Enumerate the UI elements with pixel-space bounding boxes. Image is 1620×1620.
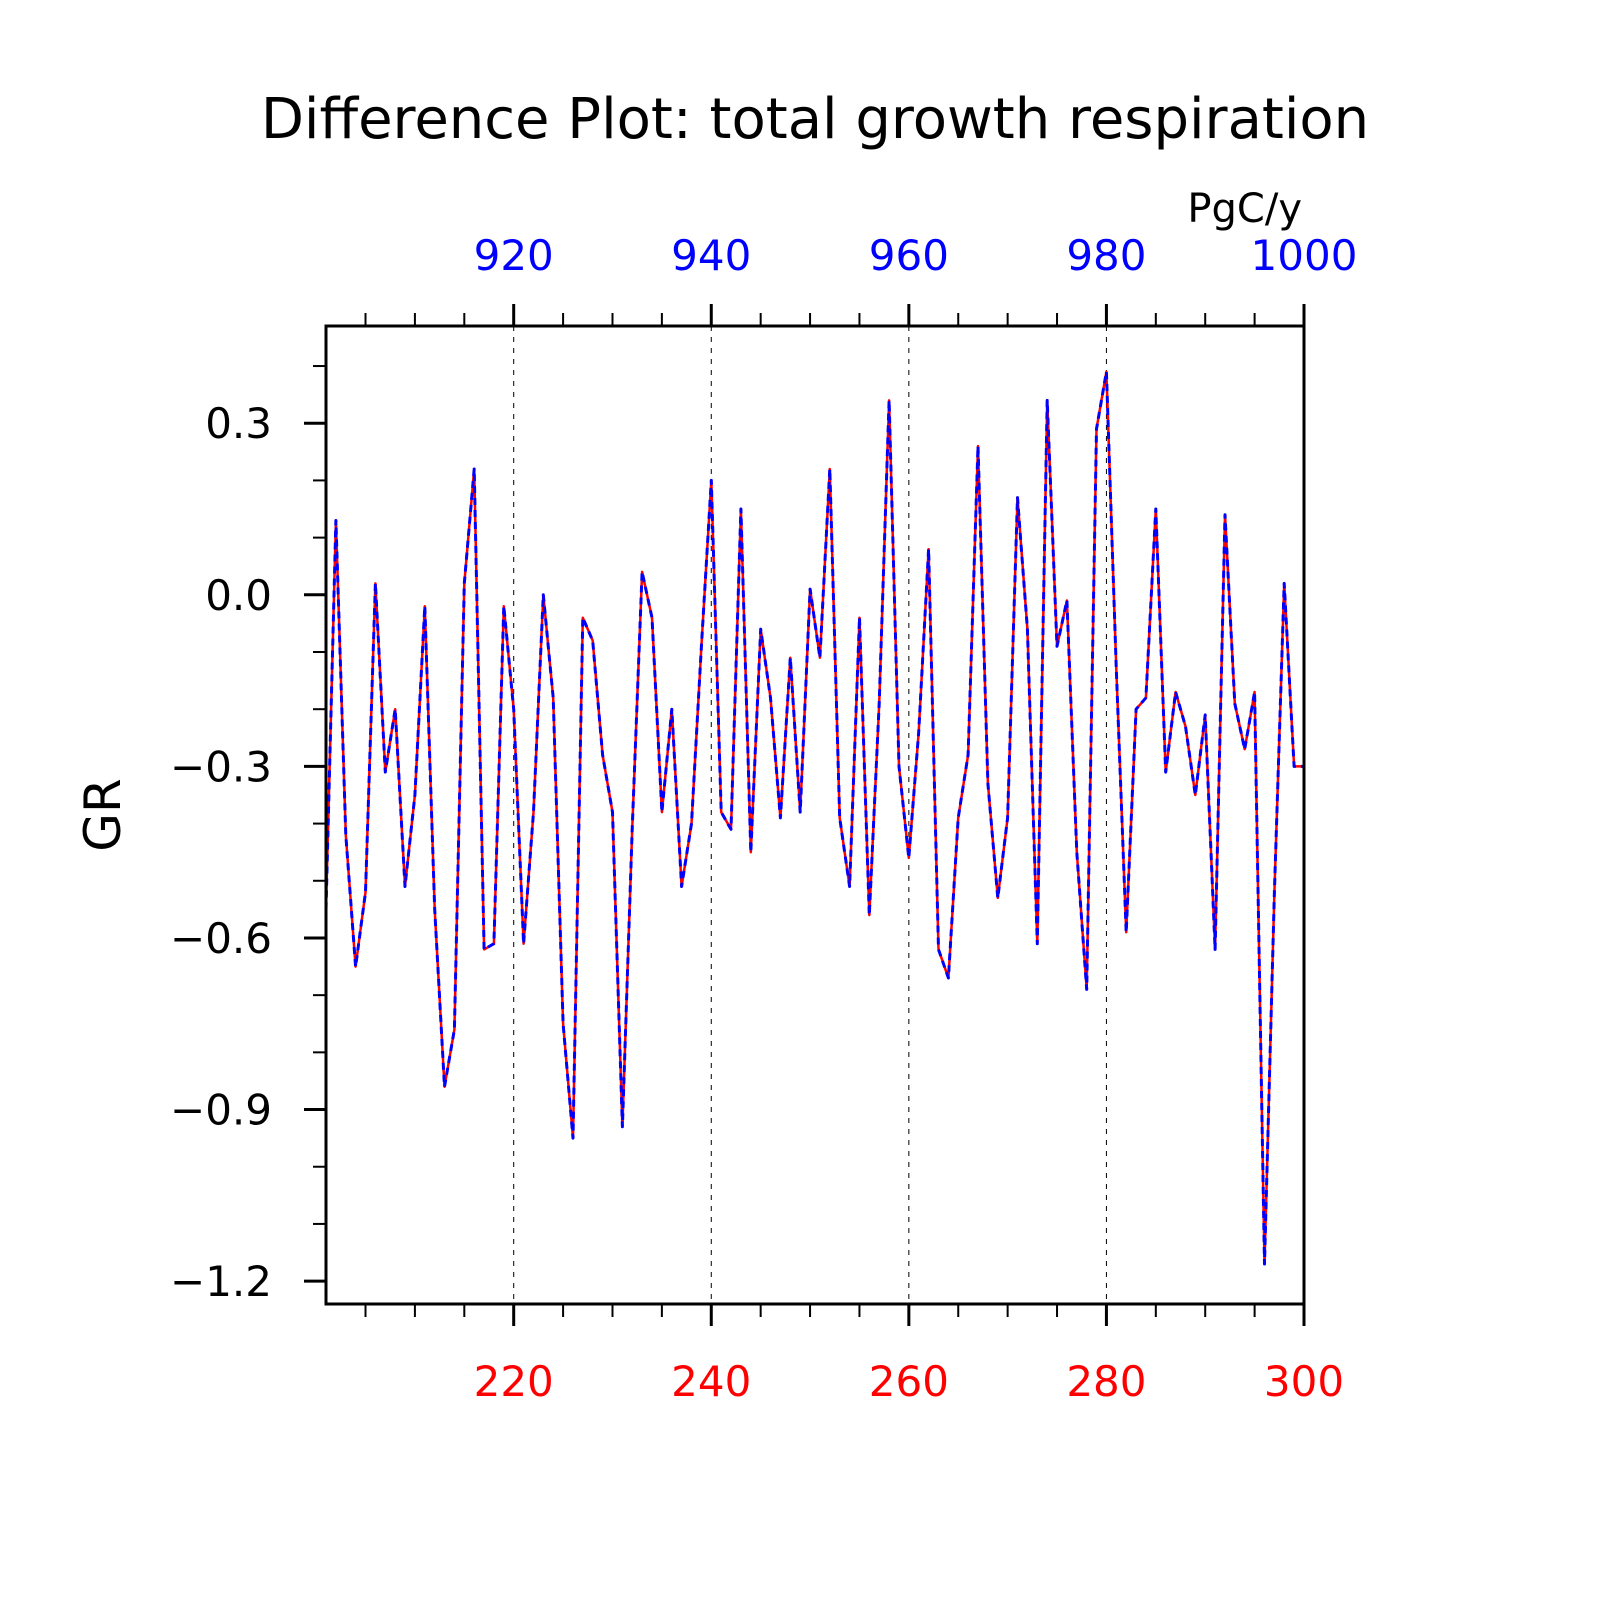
top-tick-label: 940 [671,231,751,280]
top-tick-label: 980 [1066,231,1146,280]
bottom-tick-label: 260 [869,1357,949,1406]
left-tick-label: −0.6 [170,914,272,963]
chart-title: Difference Plot: total growth respiratio… [261,87,1369,152]
series-line-red [324,370,1304,1266]
top-tick-label: 1000 [1251,231,1358,280]
left-tick-label: 0.0 [205,571,272,620]
units-label: PgC/y [1187,186,1302,232]
left-tick-label: −0.3 [170,742,272,791]
series-lines [324,370,1304,1266]
axes: 220 240 260 280 300 920 940 960 980 1000 0.3 0.0 −0.… [170,231,1357,1406]
bottom-tick-label: 240 [671,1357,751,1406]
bottom-tick-label: 280 [1066,1357,1146,1406]
grid-lines [513,326,1107,1304]
left-tick-label: 0.3 [205,399,272,448]
top-tick-label: 920 [474,231,554,280]
left-tick-label: −1.2 [170,1257,272,1306]
top-tick-label: 960 [869,231,949,280]
bottom-tick-label: 300 [1264,1357,1344,1406]
plot-frame [324,324,1306,1306]
left-tick-label: −0.9 [170,1086,272,1135]
y-axis-label: GR [74,778,132,852]
bottom-tick-label: 220 [474,1357,554,1406]
series-line-blue [324,370,1304,1266]
